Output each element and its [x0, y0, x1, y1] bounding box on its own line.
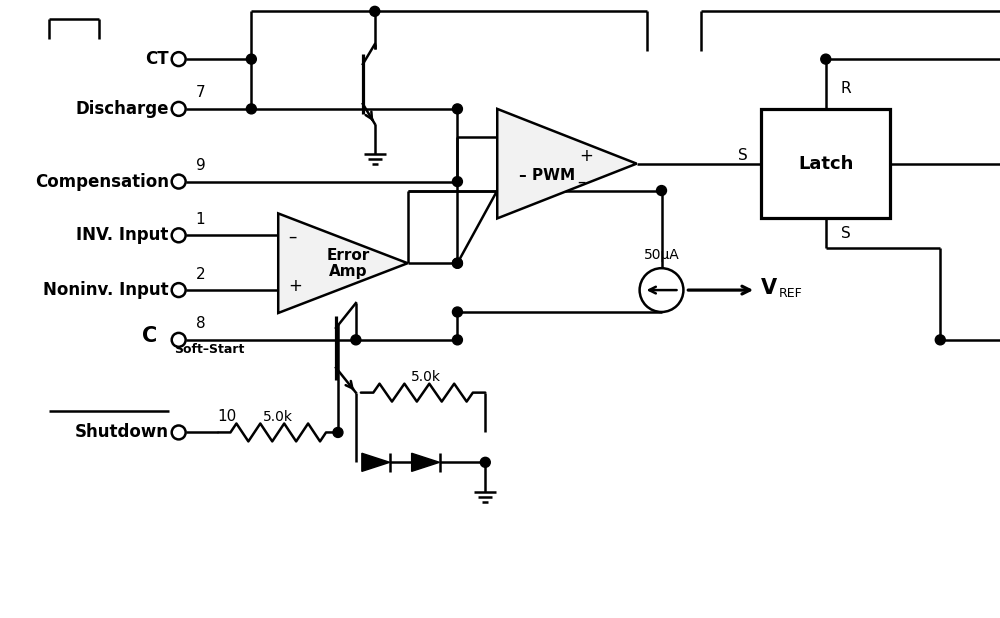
Polygon shape: [412, 453, 440, 472]
Circle shape: [173, 334, 184, 345]
Text: –: –: [577, 172, 585, 190]
Circle shape: [246, 54, 256, 64]
Text: Discharge: Discharge: [75, 100, 169, 118]
Text: –: –: [288, 227, 297, 245]
Text: 50μA: 50μA: [644, 248, 679, 262]
Circle shape: [935, 335, 945, 345]
Text: S: S: [738, 148, 748, 163]
Text: 8: 8: [196, 316, 205, 331]
Text: Amp: Amp: [329, 264, 367, 279]
Text: V: V: [761, 278, 777, 298]
Circle shape: [480, 457, 490, 467]
Circle shape: [333, 428, 343, 438]
Text: Shutdown: Shutdown: [75, 423, 169, 441]
Circle shape: [452, 258, 462, 268]
Circle shape: [821, 54, 831, 64]
Text: 9: 9: [196, 158, 205, 173]
Text: 1: 1: [196, 212, 205, 227]
Text: 7: 7: [196, 85, 205, 101]
Text: 2: 2: [196, 266, 205, 282]
Circle shape: [351, 335, 361, 345]
Circle shape: [452, 258, 462, 268]
Circle shape: [452, 335, 462, 345]
Text: 10: 10: [217, 409, 236, 424]
Text: R: R: [841, 82, 851, 96]
Circle shape: [173, 103, 184, 114]
Circle shape: [173, 230, 184, 241]
Circle shape: [657, 185, 666, 195]
Circle shape: [452, 177, 462, 187]
Text: Noninv. Input: Noninv. Input: [43, 281, 169, 299]
Circle shape: [173, 285, 184, 295]
Polygon shape: [497, 109, 637, 218]
Text: REF: REF: [779, 287, 803, 300]
Text: C: C: [142, 326, 157, 346]
Text: +: +: [288, 277, 302, 295]
Text: – PWM: – PWM: [519, 168, 575, 183]
Polygon shape: [278, 213, 408, 313]
Text: Latch: Latch: [798, 154, 853, 172]
Circle shape: [173, 54, 184, 65]
Bar: [761, 109, 890, 218]
Circle shape: [173, 176, 184, 187]
Circle shape: [452, 307, 462, 317]
Text: 5.0k: 5.0k: [263, 410, 293, 423]
Polygon shape: [362, 453, 390, 472]
Circle shape: [452, 104, 462, 114]
Text: CT: CT: [145, 50, 169, 68]
Text: +: +: [579, 146, 593, 164]
Text: Error: Error: [326, 248, 370, 263]
Text: 5.0k: 5.0k: [411, 370, 441, 384]
Text: Compensation: Compensation: [35, 172, 169, 190]
Text: INV. Input: INV. Input: [76, 226, 169, 244]
Circle shape: [173, 427, 184, 438]
Circle shape: [246, 104, 256, 114]
Text: S: S: [841, 226, 850, 241]
Text: Soft–Start: Soft–Start: [174, 344, 244, 357]
Circle shape: [370, 6, 380, 16]
